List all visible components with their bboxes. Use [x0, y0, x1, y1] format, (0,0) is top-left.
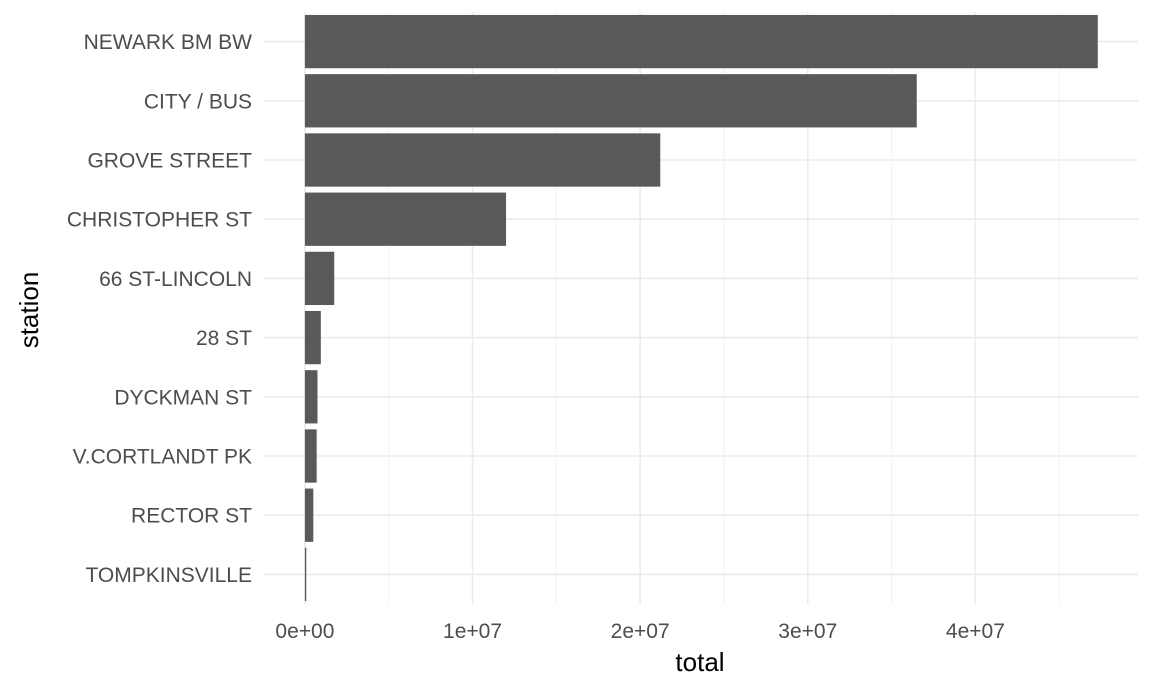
y-tick-label: CITY / BUS	[144, 90, 252, 113]
bar	[304, 192, 507, 246]
y-tick-label: NEWARK BM BW	[84, 31, 253, 54]
x-tick-label: 1e+07	[443, 620, 502, 643]
bar	[304, 370, 318, 424]
y-tick-label: TOMPKINSVILLE	[85, 564, 252, 587]
bar	[304, 547, 307, 602]
bar	[304, 429, 317, 483]
x-tick-label: 4e+07	[946, 620, 1005, 643]
bar	[304, 74, 917, 128]
y-axis-title: station	[14, 272, 44, 349]
y-tick-label: GROVE STREET	[87, 150, 252, 173]
bar	[304, 133, 661, 187]
bar	[304, 488, 314, 542]
y-tick-label: CHRISTOPHER ST	[67, 209, 252, 232]
y-axis-ticks: NEWARK BM BW CITY / BUS GROVE STREET CHRIST…	[67, 31, 252, 587]
x-axis-title: total	[675, 647, 724, 677]
x-tick-label: 2e+07	[611, 620, 670, 643]
y-tick-label: 66 ST-LINCOLN	[99, 268, 252, 291]
bar	[304, 310, 321, 365]
y-tick-label: RECTOR ST	[131, 505, 252, 528]
x-tick-label: 0e+00	[275, 620, 334, 643]
x-axis-ticks: 0e+00 1e+07 2e+07 3e+07 4e+07	[275, 620, 1004, 643]
bar	[304, 14, 1098, 69]
y-tick-label: V.CORTLANDT PK	[73, 446, 252, 469]
y-tick-label: 28 ST	[196, 327, 252, 350]
x-tick-label: 3e+07	[778, 620, 837, 643]
bar-layer	[304, 14, 1098, 602]
y-tick-label: DYCKMAN ST	[114, 386, 252, 409]
bar	[304, 251, 335, 306]
